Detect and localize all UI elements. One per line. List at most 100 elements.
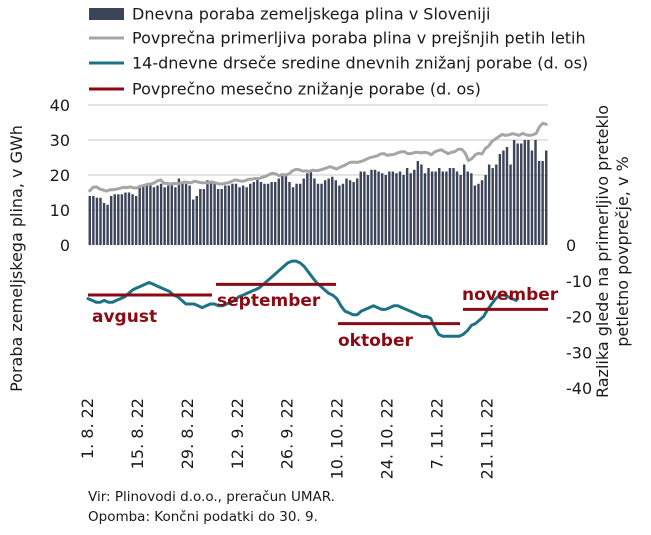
bar [363, 171, 366, 245]
x-tick-label: 12. 9. 22 [228, 398, 247, 469]
bar [391, 171, 395, 245]
bar [459, 175, 462, 245]
bar [473, 185, 477, 245]
bar [537, 161, 541, 245]
bar [352, 182, 355, 245]
chart-lines [86, 121, 548, 338]
legend-label: Povprečno mesečno znižanje porabe (d. os… [132, 80, 481, 99]
month-label-september: september [217, 291, 321, 311]
bar [516, 143, 519, 245]
bar [512, 140, 516, 245]
x-tick-label: 21. 11. 22 [477, 398, 496, 479]
bar [263, 183, 266, 245]
bar [384, 175, 387, 245]
bar [99, 197, 102, 245]
left-tick-label: 30 [50, 131, 70, 150]
bar [530, 150, 534, 245]
x-tick-label: 29. 8. 22 [178, 398, 197, 469]
bar [455, 171, 459, 245]
bar [270, 182, 273, 245]
x-tick-label: 15. 8. 22 [128, 398, 147, 469]
bar [484, 175, 487, 245]
bar [256, 178, 259, 245]
bar [523, 140, 527, 245]
bar [156, 185, 159, 245]
bar [534, 140, 537, 245]
bar [238, 187, 241, 245]
monthly-average-segments: avgust september oktober november [88, 282, 559, 351]
bar [370, 169, 373, 245]
x-tick-label: 1. 8. 22 [78, 398, 97, 459]
x-tick-label: 24. 10. 22 [378, 398, 397, 479]
month-label-oktober: oktober [338, 331, 413, 351]
bar [498, 154, 502, 245]
bar [356, 178, 359, 245]
bar [306, 173, 309, 245]
bar [520, 143, 523, 245]
x-tick-label: 10. 10. 22 [328, 398, 347, 479]
right-tick-label: 0 [566, 236, 576, 255]
bar [113, 194, 116, 245]
daily-consumption-bars [88, 140, 548, 245]
bar [167, 185, 170, 245]
bar [288, 182, 291, 245]
legend-swatch-daily-consumption [89, 8, 124, 20]
bar [202, 189, 206, 245]
bar [427, 168, 430, 245]
bar [423, 173, 427, 245]
bar [452, 168, 455, 245]
left-tick-label: 10 [50, 201, 70, 220]
left-axis-title: Poraba zemeljskega plina, v GWh [7, 125, 26, 392]
bar [181, 182, 184, 245]
bar [209, 182, 213, 245]
bar [316, 183, 320, 245]
bar [252, 182, 256, 245]
bar [334, 180, 338, 245]
bar [345, 178, 348, 245]
bar [216, 189, 220, 245]
bar [434, 171, 437, 245]
x-tick-label: 26. 9. 22 [278, 398, 297, 469]
bar [438, 168, 441, 245]
left-tick-label: 0 [60, 236, 70, 255]
bar [231, 183, 234, 245]
bar [145, 183, 149, 245]
bar [124, 192, 127, 245]
bar [188, 185, 191, 245]
bar [327, 178, 330, 245]
bar [241, 185, 245, 245]
bar [302, 178, 305, 245]
bar [441, 171, 445, 245]
bar [509, 164, 512, 245]
bar [320, 183, 323, 245]
remark-note: Opomba: Končni podatki do 30. 9. [88, 509, 318, 525]
month-label-november: november [462, 285, 559, 305]
bar [416, 161, 420, 245]
bar [495, 164, 498, 245]
bar [92, 196, 95, 245]
bar [480, 180, 484, 245]
axes: 0 10 20 30 40 0 -10 -20 -30 -40 1. 8. 22 15. 8. 22 2… [7, 96, 632, 479]
bar [227, 185, 231, 245]
bar [445, 171, 448, 245]
bar [134, 196, 138, 245]
right-tick-label: -30 [566, 343, 592, 362]
bar [206, 180, 209, 245]
bar [220, 189, 223, 245]
bar [213, 183, 216, 245]
bar [338, 185, 341, 245]
five-year-average-line [88, 121, 548, 193]
bar [348, 180, 352, 245]
bar [359, 171, 363, 245]
legend-label: Povprečna primerljiva poraba plina v pre… [132, 29, 586, 48]
bar [245, 187, 248, 245]
bar [377, 171, 380, 245]
bar [273, 182, 277, 245]
bar [323, 180, 327, 245]
legend: Dnevna poraba zemeljskega plina v Sloven… [89, 5, 588, 99]
bar [120, 194, 124, 245]
bar [395, 173, 398, 245]
moving-average-line [86, 259, 518, 338]
right-axis-title-line: petletno povprečje, v % [613, 156, 632, 347]
